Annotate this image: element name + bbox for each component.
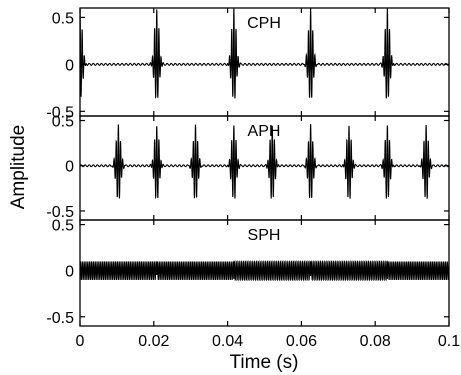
x-tick-label: 0 xyxy=(76,333,85,350)
y-axis-label: Amplitude xyxy=(8,125,29,210)
panel-frame xyxy=(79,219,450,327)
series-line-aph xyxy=(80,124,449,200)
panel-sph: 0.5 0 -0.5 SPH xyxy=(46,218,450,327)
y-tick-label: -0.5 xyxy=(46,204,74,221)
y-tick-label: 0.5 xyxy=(52,218,74,235)
series-line-sph xyxy=(80,260,449,282)
x-axis: 0 0.02 0.04 0.06 0.08 0.1 xyxy=(76,333,461,350)
y-tick-label: 0 xyxy=(65,57,74,74)
x-tick-label: 0.06 xyxy=(286,333,317,350)
x-tick-label: 0.08 xyxy=(360,333,391,350)
y-tick-label: -0.5 xyxy=(46,104,74,121)
y-tick-label: 0.5 xyxy=(52,114,74,131)
panels: 0.5 0 -0.5 CPH 0.5 0 -0.5 APH 0.5 0 -0.5 SPH xyxy=(46,7,450,327)
panel-aph: 0.5 0 -0.5 APH xyxy=(46,114,450,221)
series-line-cph xyxy=(80,8,449,99)
y-tick-label: 0 xyxy=(65,264,74,281)
y-tick-label: -0.5 xyxy=(46,310,74,327)
panel-label: CPH xyxy=(247,15,281,32)
x-axis-label: Time (s) xyxy=(230,352,299,373)
panel-label: APH xyxy=(248,123,281,140)
y-tick-label: 0.5 xyxy=(52,10,74,27)
panel-label: SPH xyxy=(248,227,281,244)
x-tick-label: 0.04 xyxy=(212,333,243,350)
x-tick-label: 0.02 xyxy=(138,333,169,350)
panel-cph: 0.5 0 -0.5 CPH xyxy=(46,7,450,121)
y-tick-label: 0 xyxy=(65,159,74,176)
x-tick-label: 0.1 xyxy=(438,333,460,350)
